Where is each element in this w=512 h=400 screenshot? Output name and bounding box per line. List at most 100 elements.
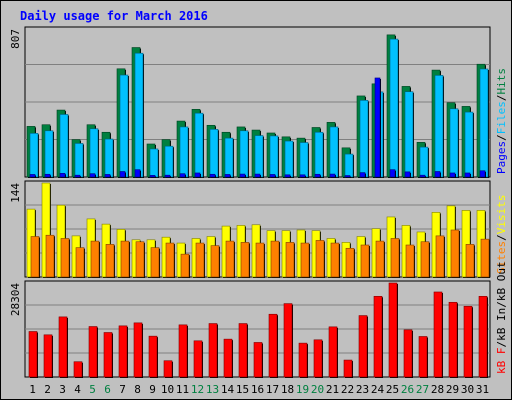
bar-sites-23	[360, 244, 370, 278]
x-tick-label: 5	[89, 383, 96, 396]
x-tick-label: 31	[476, 383, 489, 396]
bar-kbf-30	[463, 305, 473, 378]
legend-separator: /	[495, 341, 508, 348]
legend: Sites/Visits	[495, 195, 508, 275]
bar-sites-24	[375, 240, 385, 278]
bar-pages-19	[299, 174, 306, 178]
bar-pages-23	[359, 172, 366, 178]
bar-files-22	[344, 153, 354, 178]
bar-kbf-12	[193, 340, 203, 378]
legend-kb-f: kB F	[495, 348, 508, 375]
legend: kB F/kB In/kB Out	[495, 261, 508, 374]
bar-files-8	[134, 52, 144, 179]
bar-pages-18	[284, 174, 291, 178]
bar-pages-7	[119, 171, 126, 178]
legend-sites: Sites	[495, 241, 508, 274]
bar-files-27	[419, 146, 429, 178]
legend-visits: Visits	[495, 195, 508, 235]
bar-kbf-1	[28, 331, 38, 378]
bar-sites-13	[210, 245, 220, 278]
panel-kbytes: 28304 kB F/kB In/kB Out	[9, 261, 508, 378]
bar-sites-6	[105, 244, 115, 278]
bar-kbf-4	[73, 361, 83, 378]
bar-pages-26	[404, 171, 411, 178]
legend-pages: Pages	[495, 141, 508, 174]
bar-kbf-26	[403, 329, 413, 378]
bar-sites-7	[120, 240, 130, 278]
bar-sites-22	[345, 247, 355, 278]
bar-sites-11	[180, 253, 190, 278]
bar-sites-18	[285, 242, 295, 278]
x-tick-label: 8	[134, 383, 141, 396]
bar-files-28	[434, 75, 444, 178]
bar-kbf-18	[283, 303, 293, 378]
bar-kbf-14	[223, 338, 233, 378]
bar-sites-12	[195, 242, 205, 278]
x-tick-label: 16	[251, 383, 264, 396]
bar-files-30	[464, 111, 474, 178]
bar-kbf-16	[253, 342, 263, 378]
bar-pages-16	[254, 173, 261, 178]
bar-files-9	[149, 148, 159, 178]
bar-pages-1	[29, 174, 36, 178]
x-axis-labels: 1 2 3 4 5 6 7 8 9 10 11 12 13 14 15 16 17 18 19 20 21 22 23 24 2…	[29, 383, 489, 396]
bar-files-17	[269, 135, 279, 178]
bar-sites-30	[465, 244, 475, 278]
x-tick-label: 14	[221, 383, 235, 396]
legend-separator: /	[495, 301, 508, 308]
bar-kbf-28	[433, 291, 443, 378]
bar-kbf-13	[208, 323, 218, 378]
bar-kbf-11	[178, 324, 188, 378]
bar-sites-2	[45, 234, 55, 278]
x-tick-label: 29	[446, 383, 459, 396]
bar-sites-3	[60, 238, 70, 278]
bar-files-12	[194, 112, 204, 178]
bar-kbf-24	[373, 295, 383, 378]
bar-pages-25	[389, 169, 396, 178]
bar-kbf-27	[418, 336, 428, 378]
y-max-label: 28304	[9, 283, 22, 316]
panel-visits-sites: 144 Sites/Visits	[9, 180, 508, 278]
x-tick-label: 1	[29, 383, 36, 396]
x-tick-label: 12	[191, 383, 204, 396]
bar-pages-28	[434, 171, 441, 178]
x-tick-label: 19	[296, 383, 309, 396]
bar-files-23	[359, 100, 369, 178]
bar-kbf-23	[358, 315, 368, 378]
x-tick-label: 11	[176, 383, 189, 396]
bar-pages-30	[464, 172, 471, 178]
bar-sites-26	[405, 244, 415, 278]
x-tick-label: 25	[386, 383, 399, 396]
bar-sites-8	[135, 241, 145, 278]
bar-pages-6	[104, 174, 111, 178]
bar-files-20	[314, 131, 324, 178]
bar-kbf-22	[343, 359, 353, 378]
bar-sites-10	[165, 242, 175, 278]
bar-sites-20	[315, 240, 325, 278]
x-tick-label: 9	[149, 383, 156, 396]
bar-sites-5	[90, 240, 100, 278]
bar-files-25	[389, 38, 399, 178]
bar-files-4	[74, 143, 84, 178]
x-tick-label: 24	[371, 383, 385, 396]
bar-kbf-31	[478, 295, 488, 378]
bar-pages-10	[164, 174, 171, 178]
x-tick-label: 23	[356, 383, 369, 396]
x-tick-label: 30	[461, 383, 474, 396]
bar-files-2	[44, 130, 54, 178]
bar-kbf-2	[43, 334, 53, 378]
bar-files-13	[209, 129, 219, 178]
x-tick-label: 17	[266, 383, 279, 396]
bar-sites-19	[300, 242, 310, 278]
bar-pages-8	[134, 169, 141, 178]
bar-kbf-21	[328, 326, 338, 378]
bar-files-26	[404, 91, 414, 178]
bar-sites-28	[435, 235, 445, 278]
x-tick-label: 2	[44, 383, 51, 396]
chart-title: Daily usage for March 2016	[20, 9, 208, 23]
bar-pages-20	[314, 173, 321, 178]
bar-pages-9	[149, 175, 156, 178]
